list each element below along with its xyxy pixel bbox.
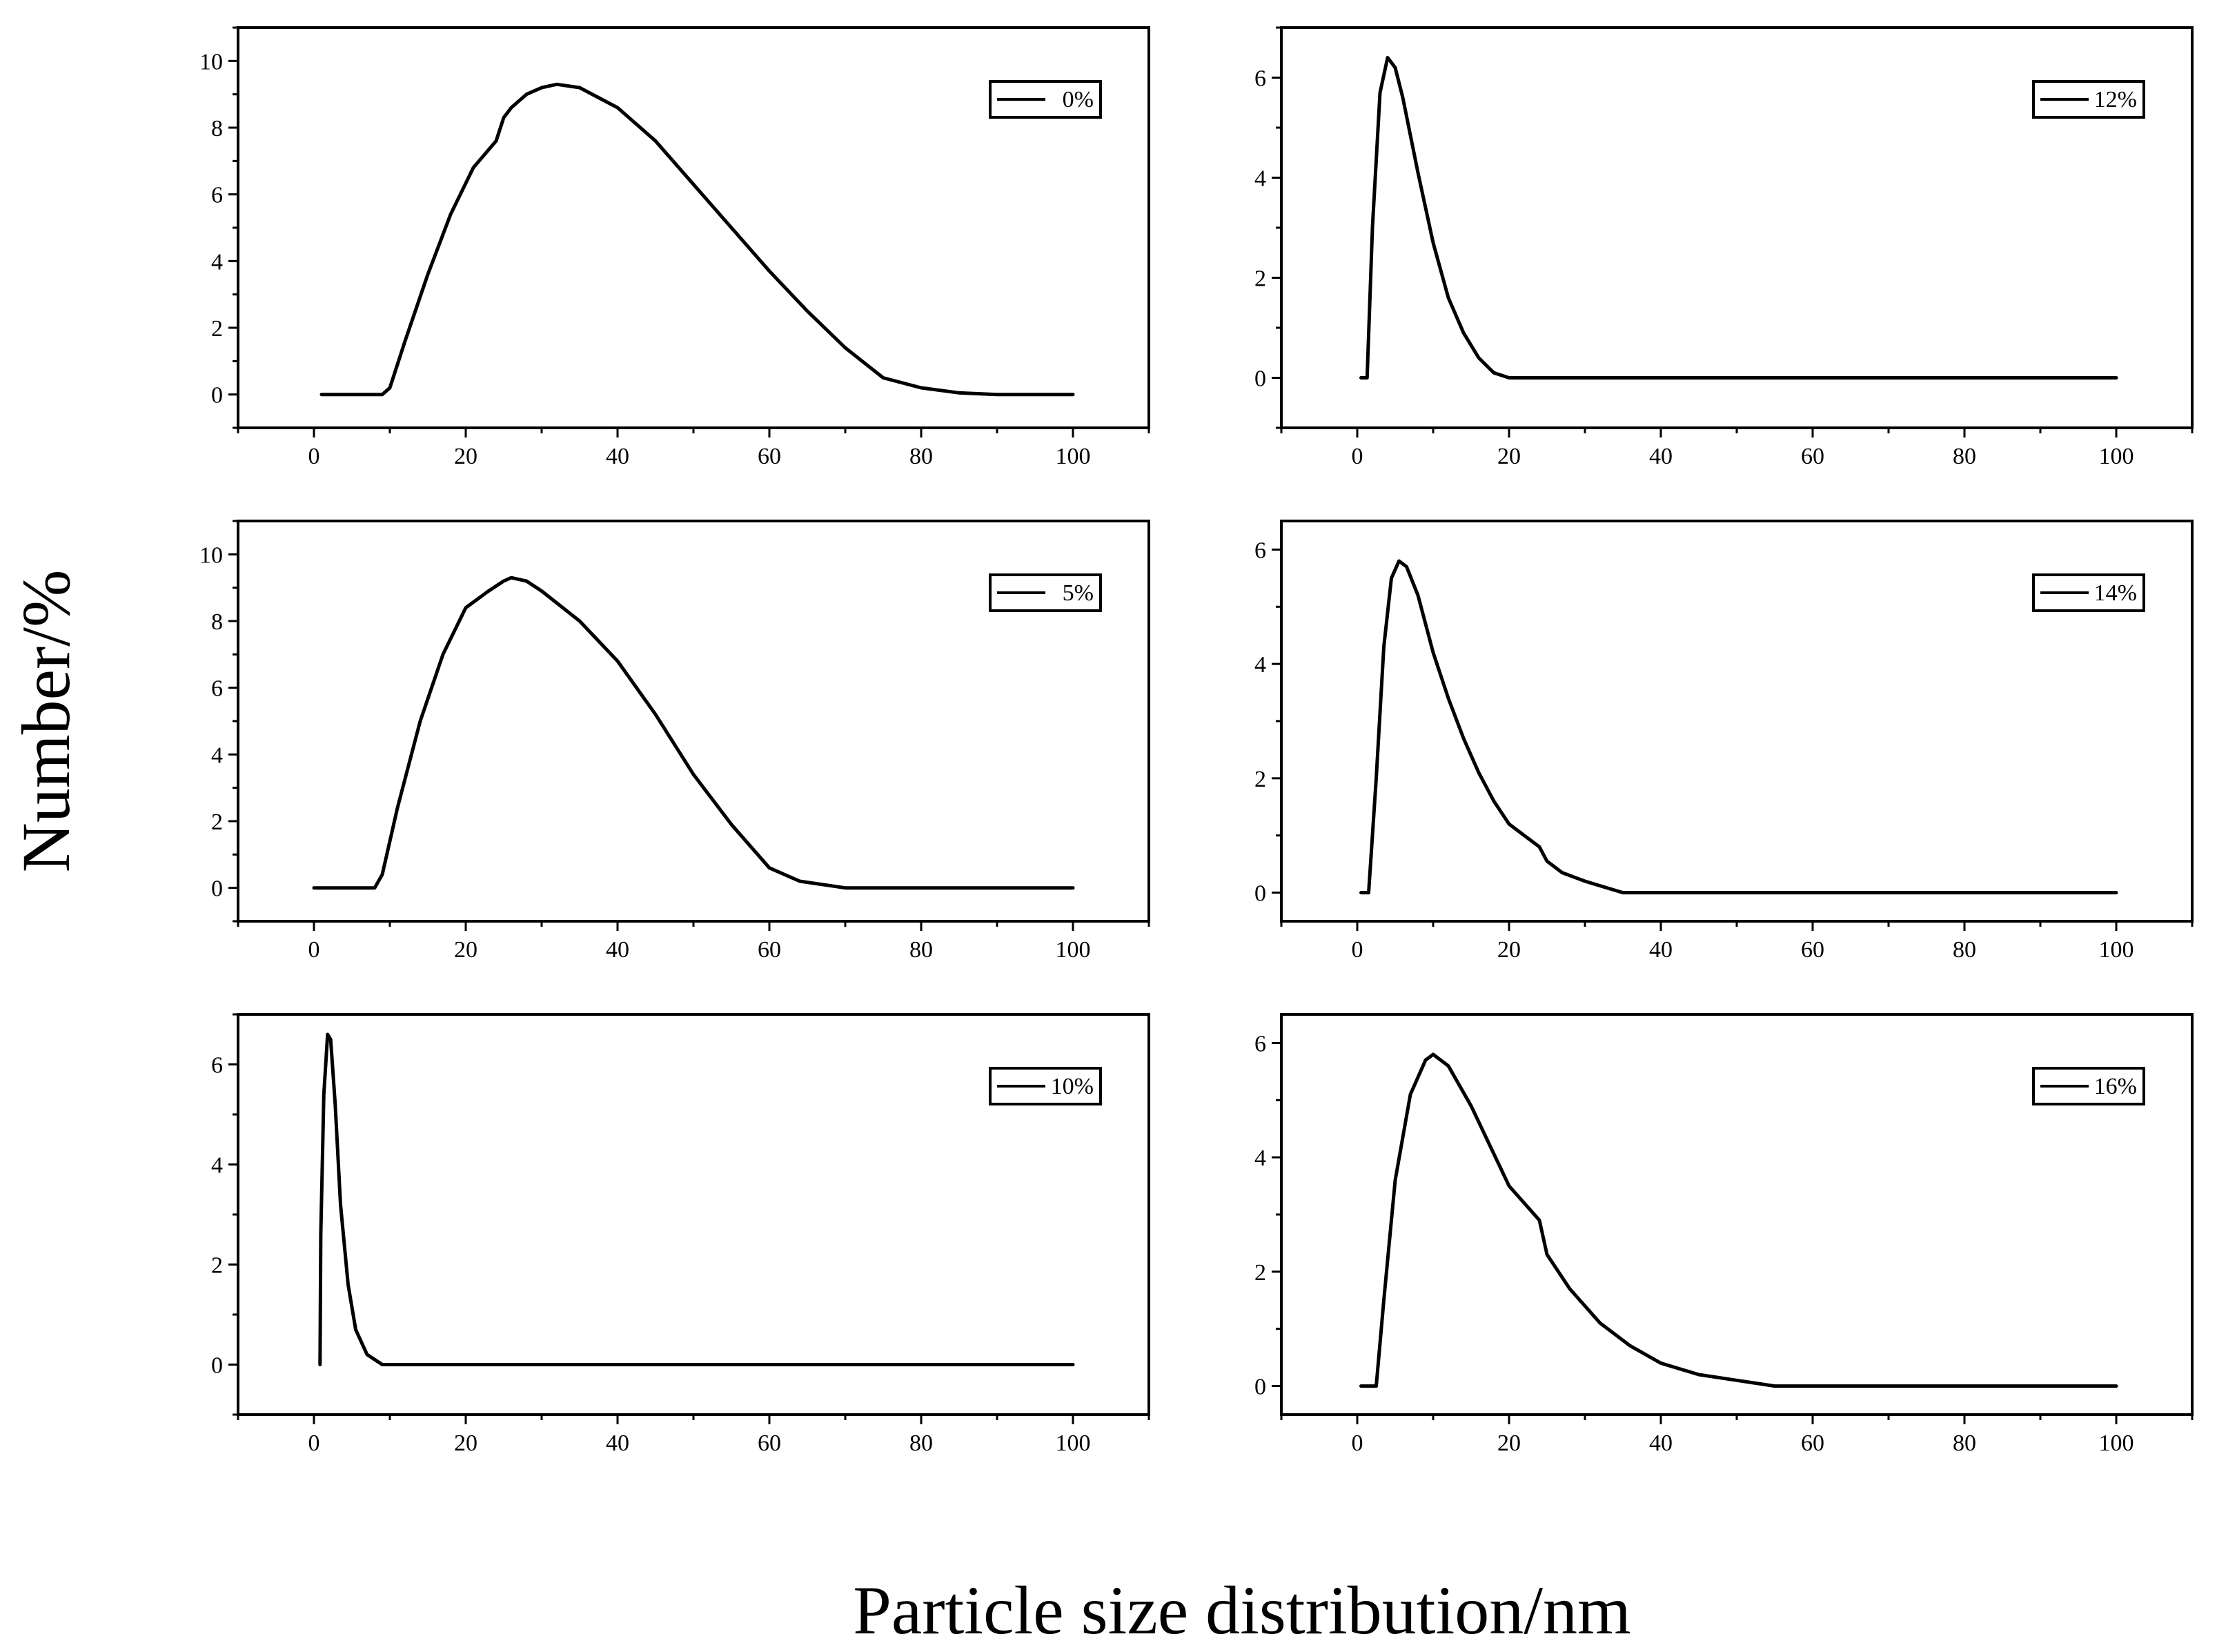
x-tick-label: 80 xyxy=(909,1430,933,1456)
chart-panel-middle-left: 0 20 40 60 80 100 0 2 4 6 8 10 5% xyxy=(199,520,1150,963)
x-tick-label: 100 xyxy=(2099,1430,2134,1456)
y-tick-label: 4 xyxy=(1254,166,1266,192)
x-tick-label: 0 xyxy=(1352,937,1363,963)
legend: 5% xyxy=(989,573,1102,612)
y-tick-label: 6 xyxy=(1254,538,1266,563)
y-axis-title: Number/% xyxy=(8,570,84,873)
y-tick-label: 0 xyxy=(1254,1375,1266,1400)
y-tick-label: 0 xyxy=(1254,881,1266,907)
legend: 16% xyxy=(2032,1067,2145,1105)
series-line-5pct xyxy=(312,576,1075,890)
x-axis-title: Particle size distribution/nm xyxy=(853,1572,1631,1649)
y-tick-label: 0 xyxy=(211,876,223,902)
y-tick-label: 4 xyxy=(211,743,223,768)
y-tick-label: 4 xyxy=(211,249,223,275)
x-tick-label: 60 xyxy=(758,444,781,469)
y-tick-label: 8 xyxy=(211,609,223,635)
y-tick-label: 6 xyxy=(1254,66,1266,92)
y-tick-label: 0 xyxy=(211,383,223,409)
y-tick-label: 6 xyxy=(211,183,223,208)
x-tick-label: 60 xyxy=(758,937,781,963)
chart-panel-middle-right: 0 20 40 60 80 100 0 2 4 6 14% xyxy=(1254,520,2194,963)
y-tick-label: 2 xyxy=(1254,266,1266,292)
x-tick-label: 0 xyxy=(308,444,320,469)
y-tick-label: 4 xyxy=(211,1153,223,1179)
x-tick-label: 60 xyxy=(1801,444,1824,469)
x-tick-label: 40 xyxy=(1649,937,1673,963)
legend-label: 16% xyxy=(2094,1074,2137,1099)
legend: 14% xyxy=(2032,573,2145,612)
series-line-14pct xyxy=(1359,559,2118,895)
x-tick-label: 60 xyxy=(1801,1430,1824,1456)
x-tick-label: 100 xyxy=(2099,444,2134,469)
y-tick-label: 6 xyxy=(211,1053,223,1079)
x-tick-label: 60 xyxy=(1801,937,1824,963)
chart-panel-bottom-left: 0 20 40 60 80 100 0 2 4 6 10% xyxy=(211,1013,1150,1456)
series-line-0pct xyxy=(319,82,1075,397)
x-tick-label: 80 xyxy=(909,937,933,963)
chart-panel-top-right: 0 20 40 60 80 100 0 2 4 6 12% xyxy=(1254,26,2194,469)
legend: 0% xyxy=(989,80,1102,119)
x-tick-label: 40 xyxy=(606,444,629,469)
series-line-12pct xyxy=(1359,56,2118,380)
x-tick-label: 0 xyxy=(1352,1430,1363,1456)
x-tick-label: 20 xyxy=(1497,1430,1521,1456)
x-tick-label: 100 xyxy=(1056,1430,1091,1456)
x-tick-label: 100 xyxy=(1056,444,1091,469)
legend-label: 5% xyxy=(1063,580,1094,606)
legend-label: 14% xyxy=(2094,580,2137,606)
x-tick-label: 20 xyxy=(1497,937,1521,963)
y-tick-label: 2 xyxy=(211,809,223,835)
series-line-16pct xyxy=(1359,1052,2118,1388)
x-tick-label: 20 xyxy=(454,1430,477,1456)
legend-label: 0% xyxy=(1063,87,1094,112)
x-tick-label: 40 xyxy=(606,937,629,963)
y-tick-label: 10 xyxy=(199,542,223,568)
y-tick-label: 8 xyxy=(211,116,223,141)
series-line-10pct xyxy=(318,1032,1075,1366)
y-tick-label: 4 xyxy=(1254,652,1266,678)
y-tick-label: 0 xyxy=(1254,366,1266,392)
x-tick-label: 20 xyxy=(1497,444,1521,469)
x-tick-label: 100 xyxy=(1056,937,1091,963)
y-tick-label: 4 xyxy=(1254,1145,1266,1171)
x-tick-label: 40 xyxy=(1649,444,1673,469)
chart-panel-top-left: 0 20 40 60 80 100 0 2 4 6 8 10 0% xyxy=(199,26,1150,469)
x-tick-label: 0 xyxy=(308,937,320,963)
y-tick-label: 2 xyxy=(1254,1260,1266,1286)
x-tick-label: 80 xyxy=(1953,444,1976,469)
x-tick-label: 40 xyxy=(1649,1430,1673,1456)
x-tick-label: 20 xyxy=(454,937,477,963)
x-tick-label: 0 xyxy=(1352,444,1363,469)
x-tick-label: 80 xyxy=(909,444,933,469)
x-tick-label: 20 xyxy=(454,444,477,469)
y-tick-label: 2 xyxy=(211,316,223,342)
y-tick-label: 10 xyxy=(199,49,223,75)
legend: 12% xyxy=(2032,80,2145,119)
x-tick-label: 0 xyxy=(308,1430,320,1456)
legend: 10% xyxy=(989,1067,1102,1105)
x-tick-label: 60 xyxy=(758,1430,781,1456)
legend-label: 12% xyxy=(2094,87,2137,112)
x-tick-label: 80 xyxy=(1953,1430,1976,1456)
x-tick-label: 40 xyxy=(606,1430,629,1456)
x-tick-label: 100 xyxy=(2099,937,2134,963)
legend-label: 10% xyxy=(1051,1074,1094,1099)
y-tick-label: 2 xyxy=(211,1253,223,1279)
y-tick-label: 6 xyxy=(211,676,223,702)
y-tick-label: 0 xyxy=(211,1353,223,1379)
chart-panel-bottom-right: 0 20 40 60 80 100 0 2 4 6 16% xyxy=(1254,1013,2194,1456)
y-tick-label: 6 xyxy=(1254,1031,1266,1056)
y-tick-label: 2 xyxy=(1254,767,1266,792)
x-tick-label: 80 xyxy=(1953,937,1976,963)
